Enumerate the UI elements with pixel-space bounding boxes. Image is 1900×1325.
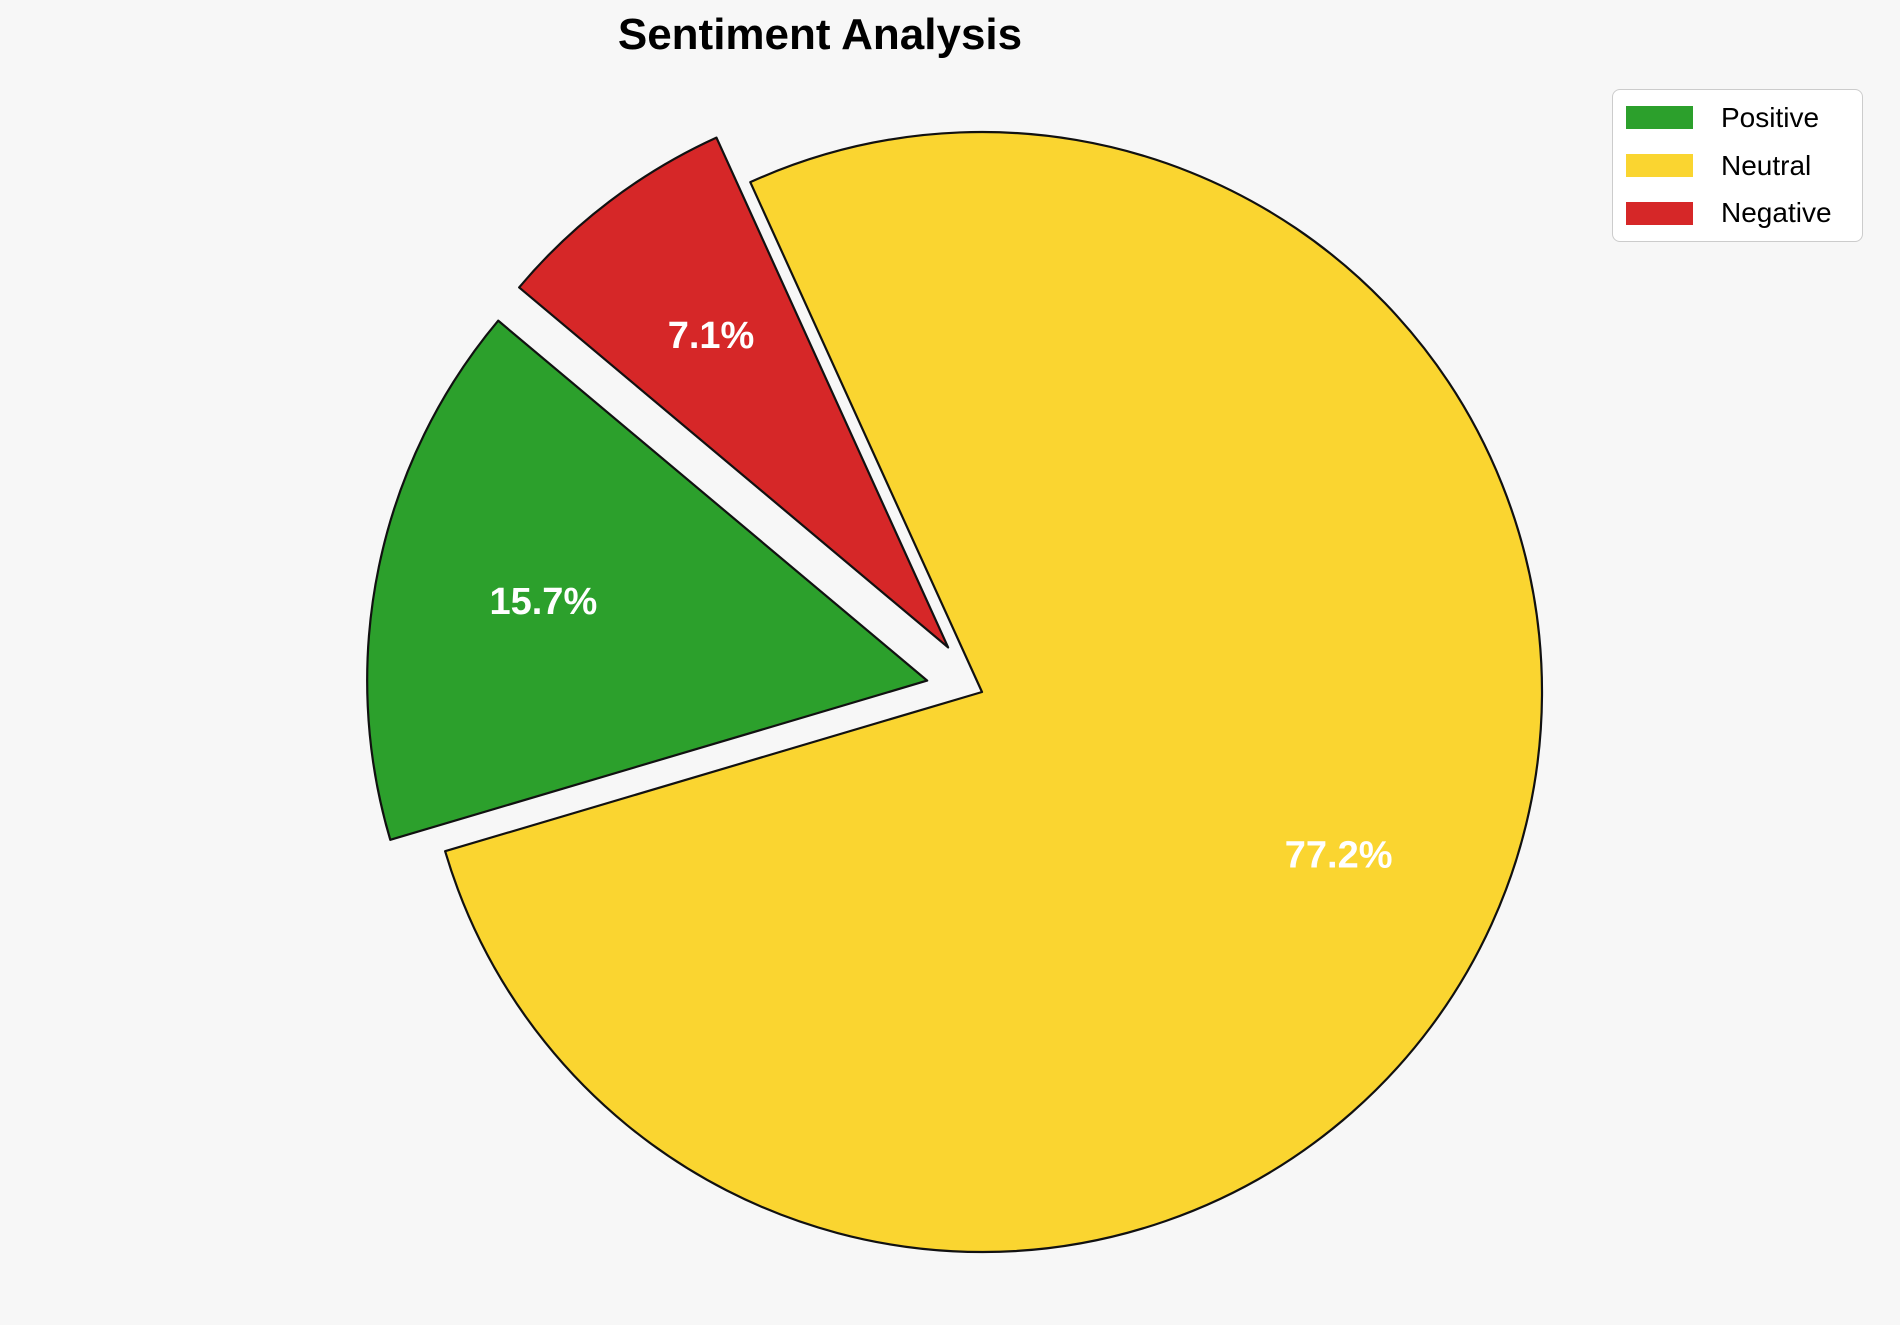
pie-slice-negative [518, 136, 950, 649]
chart-title: Sentiment Analysis [617, 10, 1023, 59]
legend-swatch-neutral [1626, 154, 1693, 177]
legend-label-positive: Positive [1721, 101, 1820, 133]
pie-pct-label-neutral: 77.2% [1285, 835, 1393, 877]
legend: Positive Neutral Negative [1612, 89, 1863, 242]
legend-label-negative: Negative [1721, 197, 1832, 229]
legend-swatch-negative [1626, 201, 1693, 225]
legend-label-neutral: Neutral [1721, 149, 1812, 181]
legend-item-positive: Positive [1613, 94, 1862, 142]
legend-item-negative: Negative [1613, 189, 1862, 237]
pie-slice-neutral [444, 130, 1544, 1254]
pie-pct-label-negative: 7.1% [668, 315, 755, 357]
legend-swatch-positive [1626, 106, 1693, 130]
pie-pct-label-positive: 15.7% [489, 581, 597, 623]
legend-item-neutral: Neutral [1613, 142, 1862, 190]
pie-slice-positive [366, 319, 929, 841]
